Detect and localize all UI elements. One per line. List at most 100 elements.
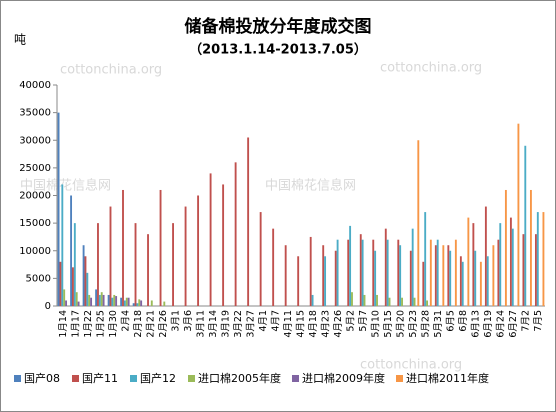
bar: [209, 173, 212, 306]
y-tick-label: 10000: [19, 246, 51, 257]
legend-label: 进口棉2009年度: [302, 371, 385, 385]
bar: [90, 297, 93, 306]
bar: [536, 212, 539, 306]
bar: [100, 292, 103, 306]
bar: [434, 245, 437, 306]
watermark: 中国棉花信息网: [265, 178, 356, 194]
bar: [524, 145, 527, 306]
x-tick-label: 1月14: [58, 310, 69, 338]
y-tick-label: 5000: [26, 273, 51, 284]
bar: [84, 256, 87, 306]
x-tick-label: 2月26: [158, 310, 169, 338]
chart-title: 储备棉投放分年度成交图: [185, 16, 372, 37]
bar: [132, 303, 135, 306]
bar: [134, 223, 137, 306]
bar: [88, 294, 91, 306]
bar: [351, 292, 353, 306]
x-tick-label: 6月5: [446, 310, 457, 332]
bar: [115, 296, 118, 306]
bar: [422, 261, 425, 306]
bar: [136, 303, 139, 306]
bar: [122, 189, 124, 306]
x-tick-label: 2月4: [120, 310, 131, 332]
watermark: cottonchina.org: [360, 358, 462, 373]
bar: [73, 223, 76, 306]
bar: [486, 256, 489, 306]
bar: [297, 256, 300, 306]
bar: [386, 239, 389, 306]
bar: [61, 184, 64, 306]
x-tick-label: 5月15: [383, 310, 394, 338]
x-tick-label: 5月31: [433, 310, 444, 338]
x-tick-label: 5月23: [408, 310, 419, 338]
bar: [436, 239, 439, 306]
bar: [159, 189, 162, 306]
bar: [247, 137, 250, 306]
bar: [349, 225, 352, 306]
legend-label: 国产08: [24, 371, 60, 385]
bar: [363, 294, 366, 306]
bar: [120, 297, 123, 306]
x-tick-label: 3月1: [170, 310, 181, 332]
legend-swatch: [130, 375, 137, 382]
bar: [150, 300, 153, 306]
x-tick-label: 5月2: [346, 310, 357, 332]
bar: [511, 228, 514, 306]
bar: [417, 140, 420, 306]
bar: [361, 239, 364, 306]
bar: [534, 234, 537, 306]
x-tick-label: 6月13: [471, 310, 482, 338]
x-tick-label: 5月7: [358, 310, 369, 332]
bar: [125, 297, 128, 306]
x-tick-label: 2月21: [145, 310, 156, 338]
bar: [359, 234, 362, 306]
bar: [461, 261, 464, 306]
bar: [222, 184, 225, 306]
bar: [336, 239, 339, 306]
x-tick-label: 3月27: [245, 310, 256, 338]
legend-swatch: [188, 375, 195, 382]
y-tick-label: 25000: [19, 163, 51, 174]
bar: [95, 289, 98, 306]
bar: [140, 300, 143, 306]
bar: [123, 300, 126, 306]
bar: [411, 228, 414, 306]
bar: [388, 297, 391, 306]
y-axis-label: 吨: [14, 33, 26, 47]
bar: [97, 223, 99, 306]
bar: [65, 300, 68, 306]
bar: [102, 294, 105, 306]
bar: [109, 206, 112, 306]
bar: [542, 212, 545, 306]
bar: [467, 217, 470, 306]
legend-swatch: [396, 375, 403, 382]
x-tick-label: 3月22: [233, 310, 244, 338]
bar: [479, 261, 482, 306]
bar: [449, 250, 452, 306]
x-tick-label: 6月27: [508, 310, 519, 338]
x-tick-label: 1月25: [95, 310, 106, 338]
bar: [107, 294, 110, 306]
bar: [429, 239, 432, 306]
bar: [322, 245, 325, 306]
x-tick-label: 3月19: [220, 310, 231, 338]
bar: [499, 223, 502, 306]
x-tick-label: 6月8: [458, 310, 469, 332]
bar: [372, 239, 375, 306]
x-tick-label: 7月5: [533, 310, 544, 332]
bar: [397, 239, 400, 306]
y-tick-label: 20000: [19, 191, 51, 202]
bar: [86, 272, 89, 306]
bar: [374, 250, 377, 306]
bar: [324, 256, 327, 306]
bar: [454, 239, 457, 306]
bar: [172, 223, 174, 306]
y-tick-label: 0: [45, 301, 51, 312]
x-tick-label: 4月1: [258, 310, 269, 332]
watermark: cottonchina.org: [60, 63, 162, 78]
legend-label: 进口棉2011年度: [406, 371, 489, 385]
x-tick-label: 6月24: [496, 310, 507, 338]
bar: [184, 206, 187, 306]
bar: [509, 217, 512, 306]
